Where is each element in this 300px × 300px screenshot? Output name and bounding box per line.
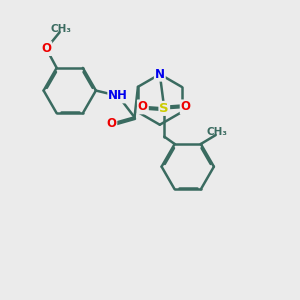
Text: O: O <box>138 100 148 113</box>
Text: CH₃: CH₃ <box>51 24 72 34</box>
Text: O: O <box>181 100 191 113</box>
Text: O: O <box>106 117 116 130</box>
Text: NH: NH <box>108 89 128 102</box>
Text: S: S <box>160 102 169 115</box>
Text: N: N <box>155 68 165 81</box>
Text: O: O <box>41 42 51 55</box>
Text: CH₃: CH₃ <box>207 127 228 136</box>
